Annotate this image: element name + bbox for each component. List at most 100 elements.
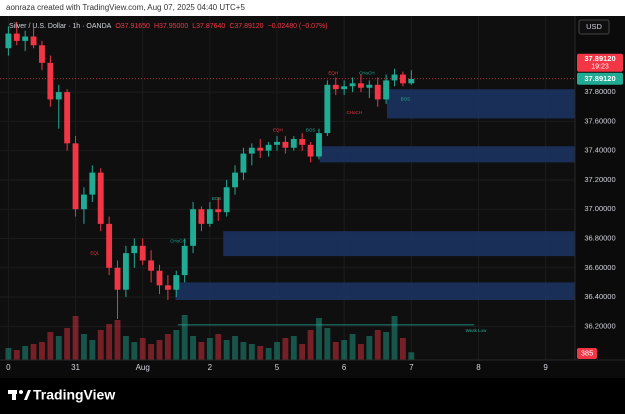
legend-close: C37.89120 xyxy=(229,23,263,30)
legend-symbol: Silver / U.S. Dollar · 1h · OANDA xyxy=(9,23,112,30)
volume-bar xyxy=(164,334,171,360)
volume-bar xyxy=(114,320,121,360)
y-tick-label: 37.20000 xyxy=(584,175,615,184)
volume-bar xyxy=(215,334,222,360)
candle-body xyxy=(64,92,71,144)
price-label-box xyxy=(577,72,623,85)
zone xyxy=(319,146,575,163)
annotation: BOS xyxy=(212,196,222,201)
volume-bar xyxy=(265,348,272,360)
candle-body xyxy=(240,153,247,173)
zone xyxy=(223,231,575,257)
volume-bar xyxy=(307,330,314,360)
legend-high: H37.95000 xyxy=(154,23,188,30)
price-label: 37.89120 xyxy=(584,54,615,63)
volume-bar xyxy=(383,332,390,360)
volume-bar xyxy=(324,328,331,360)
logo xyxy=(8,390,31,400)
candle-body xyxy=(282,141,289,148)
volume-bar xyxy=(274,342,280,360)
annotation: Weak Low xyxy=(465,328,487,333)
volume-bar xyxy=(64,328,71,360)
candle-body xyxy=(22,36,29,41)
candle-body xyxy=(39,45,45,63)
candle-body xyxy=(55,92,62,100)
volume-bar xyxy=(190,336,197,360)
candle-body xyxy=(358,83,364,88)
candle-body xyxy=(316,133,322,157)
y-tick-label: 36.40000 xyxy=(584,292,615,301)
volume-bar xyxy=(232,336,238,360)
footer-brand: TradingView xyxy=(33,387,115,403)
volume-bar xyxy=(206,338,213,360)
x-tick-label: 9 xyxy=(543,363,548,372)
volume-bar xyxy=(39,342,45,360)
candle-body xyxy=(391,74,398,81)
volume-bar xyxy=(282,338,289,360)
volume-bar xyxy=(181,315,188,360)
y-tick-label: 37.00000 xyxy=(584,204,615,213)
candle-body xyxy=(122,253,129,290)
candle-body xyxy=(181,245,188,276)
price-label: 37.89120 xyxy=(584,74,615,83)
y-tick-label: 36.80000 xyxy=(584,233,615,242)
legend-change: −0.02480 (−0.07%) xyxy=(268,23,328,30)
volume-bar xyxy=(257,346,264,360)
volume-bar xyxy=(30,344,37,360)
header: aonraza created with TradingView.com, Au… xyxy=(6,3,245,12)
annotation: CHoCH xyxy=(170,239,186,244)
volume-label-box xyxy=(577,348,597,359)
volume-bar xyxy=(5,348,12,360)
candle-body xyxy=(366,84,373,88)
volume-bar xyxy=(374,330,381,360)
volume-bar xyxy=(55,336,62,360)
volume-bar xyxy=(248,344,255,360)
volume-bar xyxy=(97,330,104,360)
x-tick-label: 7 xyxy=(409,363,414,372)
volume-bar xyxy=(366,336,373,360)
currency-box xyxy=(578,19,610,35)
candle-body xyxy=(307,144,314,157)
plot-area xyxy=(0,16,575,360)
y-tick-label: 36.20000 xyxy=(584,321,615,330)
volume-bar xyxy=(156,340,163,360)
annotation: EQL xyxy=(90,250,100,255)
candle-body xyxy=(257,147,264,151)
annotation: CHoCH xyxy=(346,110,362,115)
volume-bar xyxy=(106,324,113,360)
volume-label: 385 xyxy=(581,348,594,357)
volume-bar xyxy=(408,352,415,360)
candle-body xyxy=(30,36,37,46)
zone xyxy=(175,282,575,300)
candle-body xyxy=(97,172,104,224)
volume-bar xyxy=(391,316,398,360)
y-tick-label: 37.80000 xyxy=(584,87,615,96)
candle-body xyxy=(383,80,390,100)
volume-bar xyxy=(72,316,79,360)
volume-bar xyxy=(131,342,138,360)
candle-body xyxy=(290,138,297,148)
candle-body xyxy=(13,33,20,41)
legend: Silver / U.S. Dollar · 1h · OANDA O37.916… xyxy=(9,23,328,30)
volume-bar xyxy=(13,350,20,360)
countdown: 19:23 xyxy=(591,64,609,71)
volume-bar xyxy=(341,340,348,360)
candle-body xyxy=(198,209,205,224)
x-tick-label: Aug xyxy=(136,363,150,372)
y-tick-label: 36.60000 xyxy=(584,263,615,272)
candle-body xyxy=(148,260,155,271)
candle-body xyxy=(5,33,12,49)
candle-body xyxy=(206,209,213,224)
candle-body xyxy=(299,138,306,145)
candle-body xyxy=(248,147,255,154)
candle-body xyxy=(139,245,146,261)
volume-bar xyxy=(47,332,54,360)
candle-body xyxy=(89,172,96,195)
volume-bar xyxy=(290,336,297,360)
x-tick-label: 2 xyxy=(208,363,213,372)
annotation: BOS xyxy=(306,127,316,132)
volume-bar xyxy=(89,340,96,360)
candle-body xyxy=(131,245,138,254)
x-tick-label: 6 xyxy=(342,363,347,372)
